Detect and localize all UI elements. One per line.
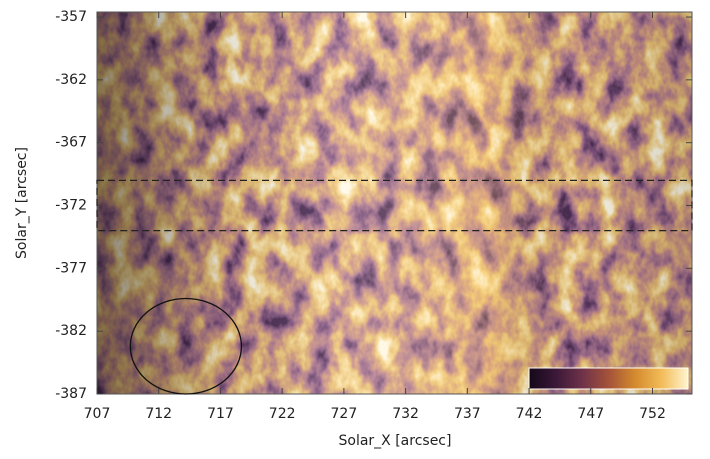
x-tick-label: 707 <box>84 406 111 422</box>
solar-image <box>97 12 692 394</box>
annotation-ellipse <box>129 297 243 395</box>
x-tick-label: 737 <box>454 406 481 422</box>
x-tick-label: 717 <box>207 406 234 422</box>
x-tick-label: 752 <box>639 406 666 422</box>
x-axis-label: Solar_X [arcsec] <box>339 433 452 449</box>
x-tick-label: 727 <box>331 406 358 422</box>
x-tick-label: 732 <box>392 406 419 422</box>
colorbar <box>528 367 689 390</box>
y-tick-label: -367 <box>55 135 87 151</box>
x-tick-label: 712 <box>145 406 172 422</box>
y-tick-label: -382 <box>55 323 87 339</box>
image-shading <box>97 12 692 394</box>
x-tick-label: 747 <box>577 406 604 422</box>
annotation-box <box>96 179 693 232</box>
y-tick-label: -372 <box>55 198 87 214</box>
y-tick-label: -357 <box>55 9 87 25</box>
y-tick-label: -362 <box>55 72 87 88</box>
y-tick-label: -387 <box>55 386 87 402</box>
y-tick-label: -377 <box>55 260 87 276</box>
y-axis-label: Solar_Y [arcsec] <box>14 147 30 259</box>
x-tick-label: 722 <box>269 406 296 422</box>
x-tick-label: 742 <box>516 406 543 422</box>
